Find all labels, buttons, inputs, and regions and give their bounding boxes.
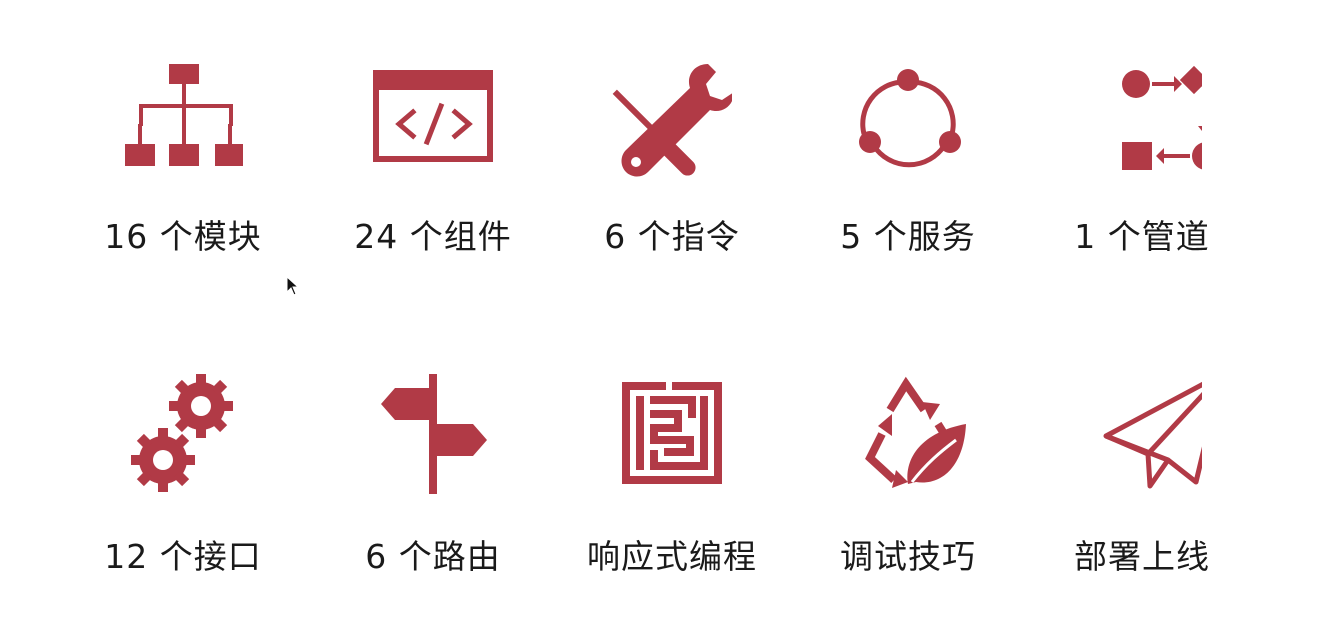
code-window-icon <box>373 62 493 182</box>
tile-directives: 6 个指令 <box>572 62 772 282</box>
recycle-leaf-icon <box>848 374 968 494</box>
flow-process-icon <box>1082 62 1202 182</box>
share-nodes-icon <box>848 62 968 182</box>
tile-label: 24 个组件 <box>354 217 512 256</box>
sitemap-icon <box>123 62 243 182</box>
tile-components: 24 个组件 <box>333 62 533 282</box>
tile-label: 5 个服务 <box>840 217 976 256</box>
tile-label: 1 个管道 <box>1074 217 1210 256</box>
tile-label: 响应式编程 <box>587 537 757 576</box>
tile-routes: 6 个路由 <box>333 374 533 594</box>
tile-deployment: 部署上线 <box>1042 374 1242 594</box>
maze-icon <box>612 374 732 494</box>
paper-plane-icon <box>1082 374 1202 494</box>
tile-label: 6 个路由 <box>365 537 501 576</box>
tile-label: 部署上线 <box>1074 537 1210 576</box>
tile-label: 12 个接口 <box>104 537 262 576</box>
tile-debugging: 调试技巧 <box>808 374 1008 594</box>
tile-label: 16 个模块 <box>104 217 262 256</box>
tile-label: 6 个指令 <box>604 217 740 256</box>
tools-icon <box>612 62 732 182</box>
tile-pipes: 1 个管道 <box>1042 62 1242 282</box>
tile-label: 调试技巧 <box>840 537 976 576</box>
mouse-cursor-icon <box>286 275 300 296</box>
signpost-icon <box>373 374 493 494</box>
tile-modules: 16 个模块 <box>83 62 283 282</box>
tile-services: 5 个服务 <box>808 62 1008 282</box>
tile-reactive: 响应式编程 <box>572 374 772 594</box>
gears-icon <box>123 374 243 494</box>
tile-interfaces: 12 个接口 <box>83 374 283 594</box>
